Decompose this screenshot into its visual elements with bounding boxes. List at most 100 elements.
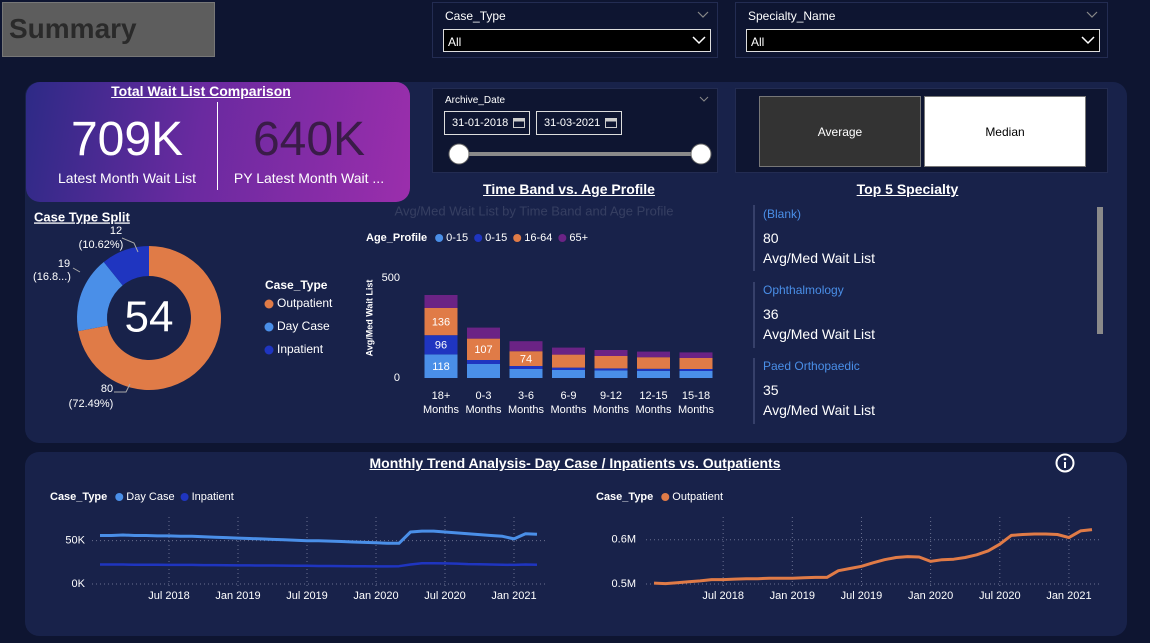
bar-segment — [637, 351, 670, 358]
kpi-title: Total Wait List Comparison — [111, 83, 291, 99]
bar-segment — [679, 352, 713, 358]
filter-label: Case_Type — [445, 9, 506, 23]
bar-segment — [424, 308, 458, 336]
specialty-value: 35 — [763, 382, 779, 398]
date-text: 31-03-2021 — [544, 117, 601, 129]
data-label: 96 — [435, 340, 447, 352]
legend-label: Day Case — [277, 319, 330, 333]
bar-segment — [679, 371, 713, 378]
x-tick-label: Jan 2021 — [1046, 590, 1091, 602]
leader-line — [114, 383, 131, 393]
data-label: (10.62%) — [79, 239, 124, 251]
donut-slice — [78, 246, 221, 391]
data-label: 118 — [432, 361, 450, 373]
date-slicer: Archive_Date 31-01-2018 31-03-2021 — [432, 88, 718, 173]
specialty-name: Paed Orthopaedic — [763, 359, 860, 373]
x-tick-label: Jul 2019 — [841, 590, 883, 602]
bar-segment — [552, 354, 585, 368]
bar-segment — [552, 347, 585, 355]
filter-case-type: Case_Type All — [432, 2, 718, 58]
specialty-label: Avg/Med Wait List — [763, 326, 876, 342]
legend-dot — [115, 493, 124, 501]
kpi-value: 640K — [252, 113, 366, 166]
x-tick-label: 6-9 Months — [550, 390, 587, 416]
line — [100, 529, 538, 545]
chevron — [699, 96, 709, 102]
data-label: 107 — [474, 344, 492, 356]
kpi-card: Total Wait List Comparison 709K Latest M… — [26, 82, 410, 202]
dropdown[interactable]: All — [746, 29, 1100, 52]
legend-title: Case_Type — [50, 491, 107, 503]
bar-segment — [467, 327, 500, 339]
dropdown-value: All — [448, 35, 462, 49]
y-axis-label: Avg/Med Wait List — [364, 280, 374, 357]
range-slider[interactable] — [433, 139, 717, 169]
chevron — [692, 36, 706, 45]
legend-dot — [558, 234, 567, 242]
bar-segment — [594, 370, 628, 378]
data-label: (16.8...) — [33, 271, 71, 283]
x-tick-label: Jul 2018 — [702, 590, 744, 602]
dropdown[interactable]: All — [443, 29, 711, 52]
specialty-name: Ophthalmology — [763, 283, 844, 297]
chevron — [1081, 36, 1095, 45]
legend-title: Case_Type — [596, 491, 653, 503]
date-text: 31-01-2018 — [452, 117, 509, 129]
x-tick-label: Jul 2020 — [424, 590, 466, 602]
bar-segment — [467, 364, 500, 378]
leader-line — [72, 267, 81, 273]
bar-segment — [467, 338, 500, 360]
y-tick-label: 500 — [382, 272, 400, 284]
info-icon[interactable] — [1055, 453, 1075, 473]
y-tick-label: 0K — [72, 578, 86, 590]
specialty-label: Avg/Med Wait List — [763, 250, 876, 266]
legend-label: Inpatient — [192, 491, 234, 503]
x-tick-label: 18+ Months — [422, 390, 460, 416]
calendar-icon — [605, 118, 617, 128]
x-tick-label: 9-12 Months — [592, 390, 630, 416]
legend-label: Outpatient — [277, 296, 333, 310]
x-tick-label: 3-6 Months — [507, 390, 545, 416]
x-tick-label: Jul 2019 — [286, 590, 328, 602]
x-tick-label: 12-15 Months — [635, 390, 672, 416]
data-label: 74 — [520, 354, 532, 366]
y-tick-label: 0.5M — [612, 578, 636, 590]
x-tick-label: 15-18 Months — [677, 390, 715, 416]
y-tick-label: 0.6M — [612, 534, 636, 546]
date-start[interactable]: 31-01-2018 — [444, 111, 530, 135]
bar-segment — [509, 341, 543, 352]
filter-label: Specialty_Name — [748, 9, 836, 23]
x-tick-label: Jan 2020 — [353, 590, 398, 602]
bar-segment — [637, 370, 670, 378]
date-end[interactable]: 31-03-2021 — [536, 111, 622, 135]
page-title: Summary — [9, 13, 137, 44]
bar-segment — [594, 350, 628, 356]
data-label: 136 — [432, 317, 450, 329]
bar-segment — [509, 366, 543, 369]
bar-segment — [679, 358, 713, 369]
bar-segment — [679, 369, 713, 371]
legend-dot — [264, 299, 274, 309]
legend-label: Day Case — [126, 491, 174, 503]
chevron — [697, 11, 709, 18]
kpi-label: PY Latest Month Wait ... — [233, 170, 385, 186]
divider — [217, 102, 218, 190]
bar-segment — [594, 356, 628, 369]
specialty-value: 80 — [763, 230, 779, 246]
legend-label: Outpatient — [672, 491, 723, 503]
legend-dot — [264, 322, 274, 332]
leader-line — [121, 237, 139, 253]
scrollbar[interactable] — [1097, 207, 1103, 334]
chevron — [1086, 11, 1098, 18]
toggle-button[interactable]: Median — [924, 96, 1086, 167]
legend-label: 0-15 — [446, 232, 468, 244]
y-tick-label: 50K — [65, 535, 85, 547]
toggle-button[interactable]: Average — [759, 96, 921, 167]
separator — [753, 358, 755, 424]
specialty-label: Avg/Med Wait List — [763, 402, 876, 418]
legend-title: Age_Profile — [366, 232, 427, 244]
data-label: (72.49%) — [69, 398, 114, 410]
bar-segment — [424, 295, 458, 308]
header: Summary — [2, 2, 215, 57]
toggle: Average Median — [735, 88, 1108, 173]
